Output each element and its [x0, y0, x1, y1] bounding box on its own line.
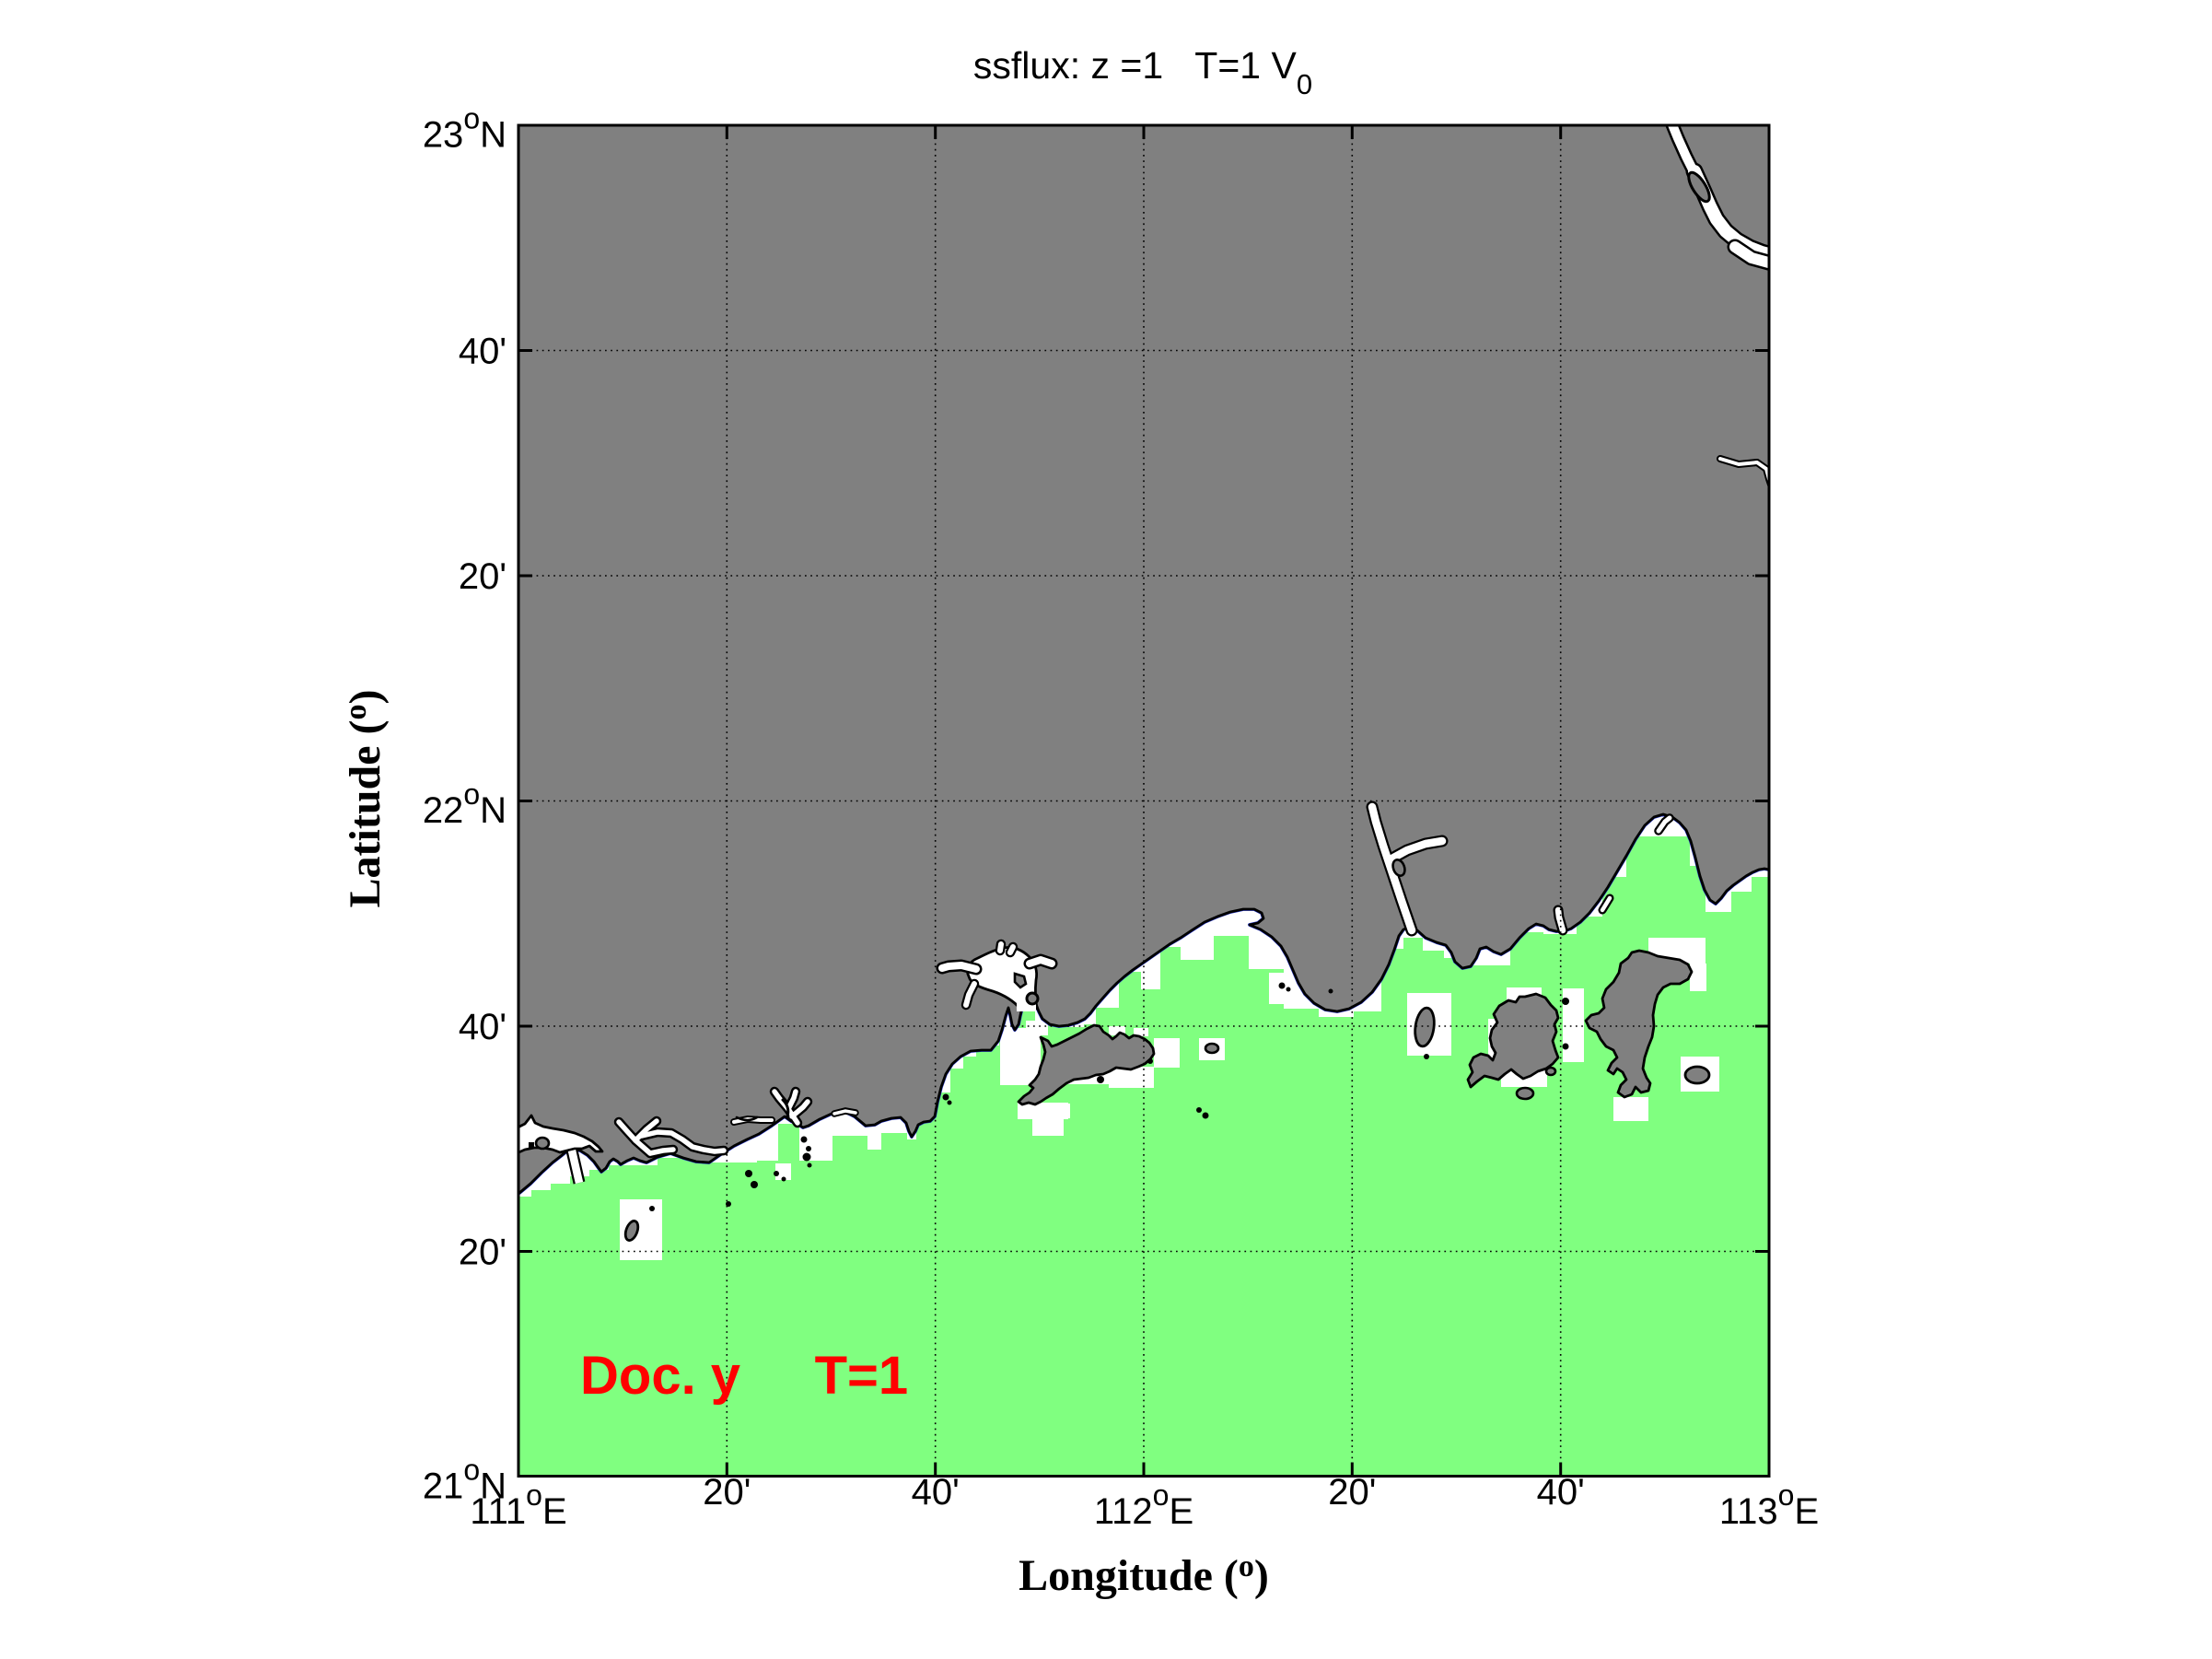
svg-text:40': 40'	[912, 1472, 960, 1513]
svg-text:20': 20'	[1328, 1472, 1376, 1513]
svg-text:40': 40'	[1537, 1472, 1585, 1513]
svg-text:Doc. y T=1: Doc. y T=1	[580, 1346, 908, 1406]
svg-text:20': 20'	[459, 556, 506, 597]
svg-text:113oE: 113oE	[1719, 1478, 1819, 1532]
svg-text:Latitude (o): Latitude (o)	[339, 690, 390, 908]
svg-text:40': 40'	[459, 1007, 506, 1047]
svg-text:20': 20'	[703, 1472, 751, 1513]
svg-text:111oE: 111oE	[470, 1478, 566, 1532]
svg-text:Longitude (o): Longitude (o)	[1019, 1549, 1269, 1600]
svg-text:22oN: 22oN	[423, 777, 506, 831]
svg-text:20': 20'	[459, 1233, 506, 1273]
svg-text:40': 40'	[459, 332, 506, 372]
svg-text:112oE: 112oE	[1094, 1478, 1193, 1532]
